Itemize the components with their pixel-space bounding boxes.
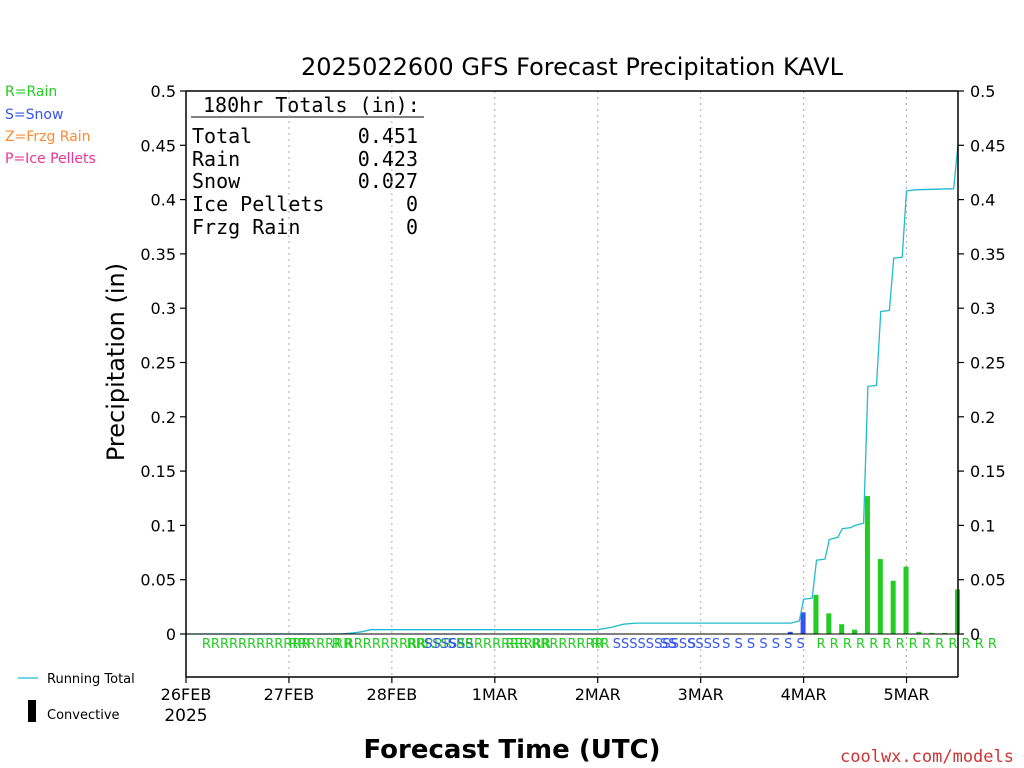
precip-type-marker: R (332, 637, 341, 652)
type-legend-snow: S=Snow (5, 107, 63, 123)
y-tick-label-right: 0.5 (970, 82, 995, 101)
x-tick-label: 28FEB (367, 685, 418, 704)
totals-label-snow: Snow (192, 169, 241, 193)
y-tick-label-left: 0.45 (140, 136, 176, 155)
y-tick-label-right: 0.1 (970, 516, 995, 535)
precip-bar (839, 624, 845, 634)
precip-bar (813, 594, 819, 634)
chart-title: 2025022600 GFS Forecast Precipitation KA… (301, 53, 844, 81)
axes: 0 00.05 0.050.1 0.10.15 0.150.2 0.20.25 0.250.… (140, 82, 1005, 704)
x-tick-label: 5MAR (884, 685, 930, 704)
y-tick-label-left: 0.05 (140, 571, 176, 590)
totals-value-snow: 0.027 (358, 169, 418, 193)
y-tick-label-right: 0.15 (970, 462, 1006, 481)
type-legend-ice-pellets: P=Ice Pellets (5, 151, 96, 167)
totals-label-total: Total (192, 124, 252, 148)
convective-legend-label: Convective (47, 708, 120, 723)
type-legend: R=Rain S=Snow Z=Frzg Rain P=Ice Pellets (5, 84, 96, 167)
precip-type-marker: RRRRR (407, 637, 452, 652)
convective-legend-swatch (28, 700, 36, 722)
precip-bar (890, 580, 896, 634)
running-total-layer (186, 144, 959, 635)
precip-type-marker: S S S S S S S (722, 637, 805, 652)
series-legend: Running Total Convective (18, 672, 135, 723)
x-tick-label: 4MAR (781, 685, 827, 704)
precip-bar (826, 613, 832, 634)
totals-value-total: 0.451 (358, 124, 418, 148)
y-tick-label-left: 0 (166, 625, 176, 644)
precip-type-marker: RRRRRRRR (531, 637, 603, 652)
totals-label-ice-pellets: Ice Pellets (192, 192, 324, 216)
precip-type-marker: S (669, 637, 677, 652)
precip-type-marker: SRRRRRRRR (448, 637, 529, 652)
running-total-line (186, 144, 959, 635)
precip-type-marker: SSSSSSSSSSSSS (613, 637, 720, 652)
y-tick-label-left: 0.35 (140, 245, 176, 264)
y-tick-label-left: 0.1 (151, 516, 176, 535)
precip-type-marker: S (688, 637, 696, 652)
x-tick-label: 3MAR (678, 685, 724, 704)
y-tick-label-left: 0.5 (151, 82, 176, 101)
grid-lines (288, 91, 908, 677)
running-total-legend-label: Running Total (47, 672, 135, 687)
precip-bar (942, 632, 948, 634)
totals-box: 180hr Totals (in): Total 0.451 Rain 0.42… (191, 93, 424, 239)
y-tick-label-right: 0 (970, 625, 980, 644)
x-tick-label: 2MAR (575, 685, 621, 704)
x-axis-year-label: 2025 (164, 706, 207, 726)
precip-bar (929, 632, 935, 634)
y-tick-label-left: 0.2 (151, 408, 176, 427)
precip-bar (852, 629, 858, 634)
y-tick-label-right: 0.2 (970, 408, 995, 427)
credit-text: coolwx.com/models (840, 747, 1014, 767)
precip-type-marker: SSSSSS (424, 637, 474, 652)
precip-bar (787, 631, 793, 634)
y-tick-label-right: 0.35 (970, 245, 1006, 264)
precip-type-marker: RRRRRRRRRRRR (202, 637, 311, 652)
y-tick-label-right: 0.05 (970, 571, 1006, 590)
type-legend-freezing-rain: Z=Frzg Rain (5, 129, 91, 145)
totals-value-freezing-rain: 0 (406, 215, 418, 239)
precip-type-marker: RRRRRRRRR (345, 637, 426, 652)
precip-bar (903, 566, 909, 634)
precip-bar (800, 612, 806, 634)
y-tick-label-right: 0.4 (970, 191, 995, 210)
y-tick-label-right: 0.45 (970, 136, 1006, 155)
totals-label-rain: Rain (192, 147, 240, 171)
precip-bar (877, 559, 883, 634)
y-tick-label-right: 0.25 (970, 354, 1006, 373)
y-tick-label-right: 0.3 (970, 299, 995, 318)
precip-type-marker: RRRRRRR (289, 637, 352, 652)
precip-type-marker: RRRRR (506, 637, 551, 652)
precip-bar (916, 631, 922, 634)
x-tick-label: 27FEB (264, 685, 315, 704)
totals-heading: 180hr Totals (in): (203, 93, 420, 117)
y-tick-label-left: 0.25 (140, 354, 176, 373)
totals-value-ice-pellets: 0 (406, 192, 418, 216)
totals-value-rain: 0.423 (358, 147, 418, 171)
y-axis-label: Precipitation (in) (102, 263, 130, 461)
precip-bar (864, 496, 870, 634)
precip-type-marker: RR (591, 637, 609, 652)
y-tick-label-left: 0.3 (151, 299, 176, 318)
y-tick-label-left: 0.15 (140, 462, 176, 481)
x-tick-label: 26FEB (161, 685, 212, 704)
type-legend-rain: R=Rain (5, 84, 57, 100)
x-axis-label: Forecast Time (UTC) (363, 735, 660, 765)
y-tick-label-left: 0.4 (151, 191, 176, 210)
totals-label-freezing-rain: Frzg Rain (192, 215, 300, 239)
precip-type-marker: R R R R R R R R R R R R R R (816, 637, 996, 652)
precip-type-marker: SS (660, 637, 677, 652)
x-tick-label: 1MAR (472, 685, 518, 704)
